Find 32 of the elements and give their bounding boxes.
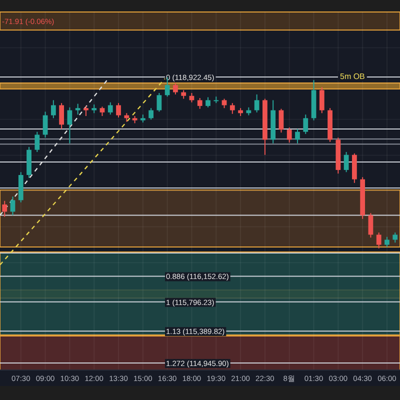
- candlestick: [230, 102, 235, 114]
- candlestick: [50, 100, 56, 119]
- candlestick: [384, 236, 390, 248]
- candlestick: [222, 98, 227, 109]
- candlestick: [108, 102, 113, 116]
- candlestick: [286, 127, 292, 144]
- candlestick: [173, 82, 178, 95]
- candlestick: [10, 196, 16, 216]
- candlestick: [148, 108, 154, 120]
- candlestick: [278, 108, 284, 134]
- candlestick: [392, 232, 398, 244]
- candlestick: [254, 94, 260, 113]
- candlestick: [368, 212, 374, 238]
- candlestick: [67, 106, 72, 144]
- candlestick: [344, 151, 349, 173]
- candlestick: [197, 98, 202, 110]
- candlestick: [84, 105, 88, 117]
- candlestick: [42, 111, 48, 138]
- candlestick: [319, 86, 324, 114]
- band-label: 5m OB: [340, 72, 365, 81]
- candlestick: [34, 131, 40, 152]
- candlestick: [303, 114, 308, 134]
- candlestick: [156, 92, 162, 112]
- candlestick: [100, 106, 105, 117]
- candlestick: [75, 103, 80, 116]
- candlestick: [2, 200, 8, 218]
- candlestick: [59, 102, 64, 130]
- candlestick: [164, 76, 170, 98]
- candlestick: [376, 232, 382, 249]
- candlestick: [116, 102, 121, 118]
- candlestick: [206, 96, 210, 108]
- candlestick: [295, 128, 300, 144]
